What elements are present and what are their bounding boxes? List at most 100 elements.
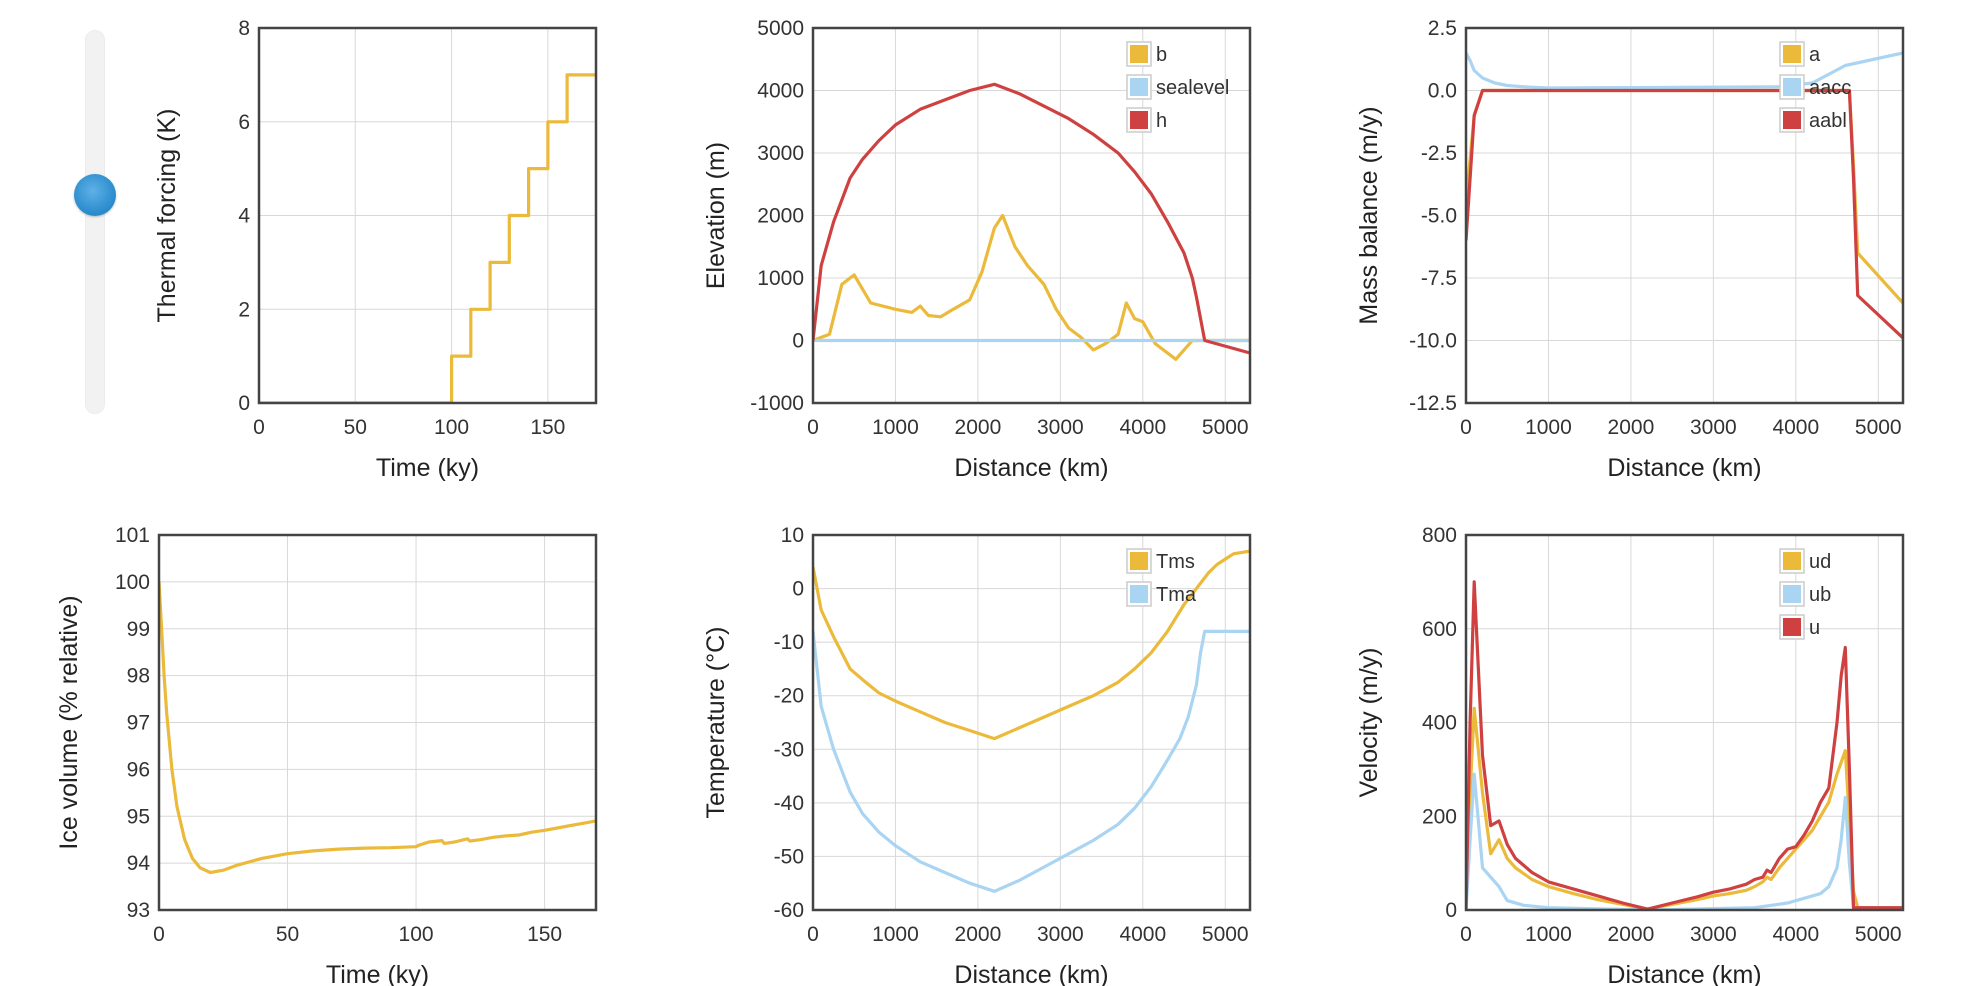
plot-frame bbox=[257, 26, 598, 405]
legend-label: a bbox=[1809, 44, 1821, 66]
y-tick-label: 200 bbox=[1422, 805, 1457, 828]
series-line-Tms bbox=[813, 549, 1250, 741]
legend-swatch bbox=[1130, 585, 1148, 603]
y-tick-label: -50 bbox=[774, 845, 804, 868]
y-tick-label: -2.5 bbox=[1421, 142, 1457, 165]
x-tick-label: 50 bbox=[344, 416, 367, 439]
x-tick-label: 4000 bbox=[1119, 416, 1166, 439]
series-line-h bbox=[813, 82, 1250, 355]
legend-label: aacc bbox=[1809, 77, 1851, 99]
y-tick-label: 99 bbox=[127, 618, 150, 641]
x-tick-label: 3000 bbox=[1037, 416, 1084, 439]
x-tick-label: 100 bbox=[434, 416, 469, 439]
y-tick-label: 3000 bbox=[757, 142, 804, 165]
y-tick-label: -10 bbox=[774, 631, 804, 654]
y-axis-label: Thermal forcing (K) bbox=[153, 109, 181, 323]
y-axis-label: Ice volume (% relative) bbox=[55, 595, 83, 849]
legend-label: ud bbox=[1809, 551, 1831, 573]
legend-label: aabl bbox=[1809, 110, 1847, 132]
x-tick-label: 3000 bbox=[1690, 416, 1737, 439]
plot-frame bbox=[157, 533, 598, 912]
x-tick-label: 5000 bbox=[1202, 416, 1249, 439]
y-tick-label: -30 bbox=[774, 738, 804, 761]
y-tick-label: 0 bbox=[792, 330, 804, 353]
legend-label: u bbox=[1809, 617, 1820, 639]
chart-5: 0 1000 2000 3000 4000 5000 -60 -50 -40 -30 -20 -10 0… bbox=[702, 524, 1252, 986]
x-tick-label: 1000 bbox=[872, 923, 919, 946]
legend-swatch bbox=[1783, 111, 1801, 129]
y-tick-label: -60 bbox=[774, 899, 804, 922]
legend-swatch bbox=[1783, 585, 1801, 603]
slider-handle[interactable] bbox=[74, 174, 116, 217]
x-axis-label: Distance (km) bbox=[1607, 961, 1761, 986]
x-tick-label: 50 bbox=[276, 923, 299, 946]
series-line-u bbox=[1466, 580, 1903, 910]
y-tick-label: 94 bbox=[127, 852, 151, 875]
x-tick-label: 100 bbox=[399, 923, 434, 946]
legend-swatch bbox=[1130, 78, 1148, 96]
y-tick-label: 100 bbox=[115, 571, 150, 594]
y-tick-label: -1000 bbox=[750, 392, 804, 415]
y-axis-label: Temperature (°C) bbox=[702, 627, 730, 819]
x-tick-label: 0 bbox=[253, 416, 265, 439]
y-tick-label: 96 bbox=[127, 758, 150, 781]
y-axis-label: Elevation (m) bbox=[702, 142, 730, 289]
plot-frame bbox=[1464, 26, 1905, 405]
forcing-slider[interactable] bbox=[74, 30, 116, 414]
x-axis-label: Time (ky) bbox=[376, 454, 479, 482]
legend-label: h bbox=[1156, 110, 1167, 132]
x-tick-label: 1000 bbox=[1525, 416, 1572, 439]
x-tick-label: 5000 bbox=[1855, 923, 1902, 946]
chart-3: 0 1000 2000 3000 4000 5000 -12.5 -10.0 -7.5 -5.0 -… bbox=[1355, 17, 1905, 482]
y-tick-label: 101 bbox=[115, 524, 150, 547]
y-tick-label: 95 bbox=[127, 805, 150, 828]
y-tick-label: 1000 bbox=[757, 267, 804, 290]
y-tick-label: 2 bbox=[238, 298, 250, 321]
x-axis-label: Distance (km) bbox=[954, 961, 1108, 986]
x-tick-label: 1000 bbox=[1525, 923, 1572, 946]
y-tick-label: 4 bbox=[238, 205, 250, 228]
series-line-series1 bbox=[259, 73, 596, 403]
y-tick-label: 4000 bbox=[757, 80, 804, 103]
x-tick-label: 0 bbox=[153, 923, 165, 946]
y-tick-label: 6 bbox=[238, 111, 250, 134]
y-tick-label: -12.5 bbox=[1409, 392, 1457, 415]
legend-label: Tma bbox=[1156, 584, 1197, 606]
y-tick-label: 0 bbox=[1445, 899, 1457, 922]
x-tick-label: 4000 bbox=[1119, 923, 1166, 946]
y-axis-label: Velocity (m/y) bbox=[1355, 647, 1383, 797]
x-tick-label: 4000 bbox=[1772, 923, 1819, 946]
y-tick-label: 5000 bbox=[757, 17, 804, 40]
legend-swatch bbox=[1783, 78, 1801, 96]
series-line-ub bbox=[1466, 772, 1903, 910]
x-tick-label: 3000 bbox=[1037, 923, 1084, 946]
x-axis-label: Distance (km) bbox=[954, 454, 1108, 482]
y-tick-label: 10 bbox=[781, 524, 804, 547]
slider-track[interactable] bbox=[85, 30, 105, 414]
legend-label: sealevel bbox=[1156, 77, 1229, 99]
y-tick-label: 98 bbox=[127, 665, 150, 688]
legend-swatch bbox=[1130, 45, 1148, 63]
x-tick-label: 150 bbox=[530, 416, 565, 439]
plot-frame bbox=[1464, 533, 1905, 912]
x-tick-label: 2000 bbox=[955, 923, 1002, 946]
plot-frame bbox=[811, 26, 1252, 405]
chart-4: 0 50 100 150 93 94 95 96 97 98 99 100 101 Time (ky) Ic… bbox=[55, 524, 598, 986]
chart-2: 0 1000 2000 3000 4000 5000-100001000200030004… bbox=[702, 17, 1252, 482]
x-tick-label: 0 bbox=[807, 923, 819, 946]
y-tick-label: -10.0 bbox=[1409, 330, 1457, 353]
y-tick-label: 2.5 bbox=[1428, 17, 1457, 40]
y-tick-label: 97 bbox=[127, 712, 150, 735]
y-tick-label: -7.5 bbox=[1421, 267, 1457, 290]
series-line-aacc bbox=[1466, 51, 1903, 90]
x-tick-label: 0 bbox=[807, 416, 819, 439]
x-tick-label: 5000 bbox=[1202, 923, 1249, 946]
x-tick-label: 150 bbox=[527, 923, 562, 946]
x-axis-label: Time (ky) bbox=[326, 961, 429, 986]
x-tick-label: 3000 bbox=[1690, 923, 1737, 946]
y-tick-label: -5.0 bbox=[1421, 205, 1457, 228]
series-line-Tma bbox=[813, 629, 1250, 893]
series-line-series1 bbox=[159, 581, 596, 875]
legend-label: Tms bbox=[1156, 551, 1195, 573]
